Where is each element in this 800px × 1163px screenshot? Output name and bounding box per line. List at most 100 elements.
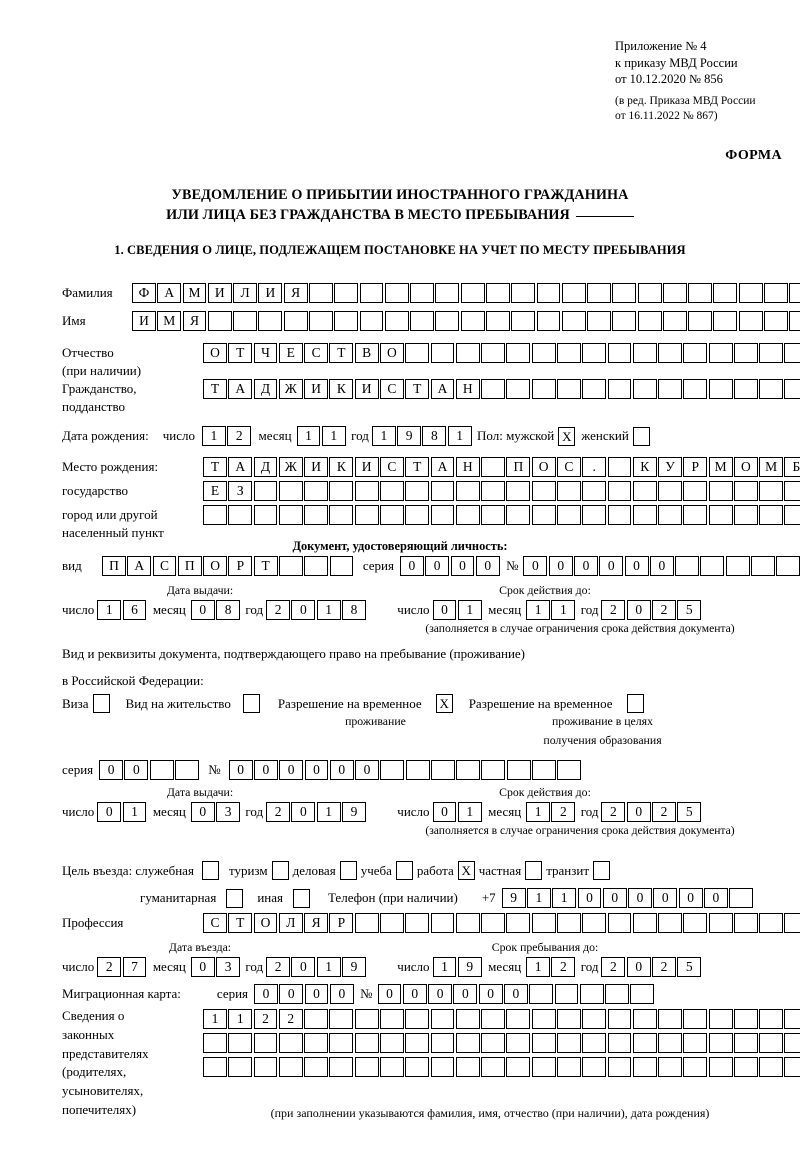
char-cell[interactable] (582, 343, 607, 363)
char-cell[interactable] (582, 1057, 607, 1077)
char-cell[interactable] (556, 913, 581, 933)
char-cell[interactable] (379, 1009, 404, 1029)
purpose-study-checkbox[interactable] (395, 861, 413, 880)
char-cell[interactable] (658, 481, 682, 501)
char-cell[interactable]: 0 (703, 888, 728, 908)
char-cell[interactable]: А (228, 457, 253, 477)
char-cell[interactable]: 0 (291, 957, 316, 977)
char-cell[interactable] (481, 1033, 505, 1053)
char-cell[interactable] (405, 481, 430, 501)
char-cell[interactable] (784, 1009, 800, 1029)
char-cell[interactable] (334, 311, 359, 331)
char-cell[interactable] (511, 311, 536, 331)
char-cell[interactable] (354, 481, 379, 501)
char-cell[interactable]: 1 (321, 426, 346, 446)
char-cell[interactable] (582, 379, 607, 399)
char-cell[interactable] (784, 1057, 800, 1077)
char-cell[interactable] (283, 311, 308, 331)
char-cell[interactable]: О (203, 343, 227, 363)
char-cell[interactable] (556, 505, 581, 525)
char-cell[interactable] (379, 1033, 404, 1053)
char-cell[interactable] (531, 343, 556, 363)
purpose-other-checkbox[interactable] (292, 888, 310, 908)
char-cell[interactable] (405, 343, 430, 363)
char-cell[interactable] (203, 1057, 227, 1077)
char-cell[interactable] (278, 1033, 303, 1053)
char-cell[interactable] (405, 1057, 430, 1077)
char-cell[interactable]: 0 (428, 984, 453, 1004)
char-cell[interactable] (561, 311, 586, 331)
char-cell[interactable] (688, 283, 713, 303)
purpose-business-checkbox[interactable] (339, 861, 357, 880)
char-cell[interactable] (481, 760, 506, 780)
char-cell[interactable] (207, 311, 232, 331)
char-cell[interactable]: 1 (122, 802, 147, 822)
temp-residence-checkbox[interactable]: X (435, 694, 453, 713)
char-cell[interactable] (759, 1057, 784, 1077)
char-cell[interactable]: Л (233, 283, 258, 303)
char-cell[interactable]: С (556, 457, 581, 477)
char-cell[interactable]: 0 (478, 984, 503, 1004)
char-cell[interactable] (379, 913, 404, 933)
char-cell[interactable] (632, 1057, 657, 1077)
char-cell[interactable]: Е (278, 343, 303, 363)
char-cell[interactable]: У (658, 457, 682, 477)
char-cell[interactable]: 2 (652, 957, 676, 977)
char-cell[interactable]: Ж (278, 457, 303, 477)
char-cell[interactable] (658, 913, 682, 933)
char-cell[interactable] (308, 311, 333, 331)
char-cell[interactable]: 0 (228, 760, 253, 780)
char-cell[interactable] (531, 1009, 556, 1029)
char-cell[interactable] (764, 283, 788, 303)
char-cell[interactable] (556, 343, 581, 363)
char-cell[interactable] (455, 481, 480, 501)
char-cell[interactable]: А (430, 457, 455, 477)
char-cell[interactable]: 1 (97, 600, 122, 620)
char-cell[interactable] (683, 1033, 708, 1053)
char-cell[interactable] (278, 1057, 303, 1077)
char-cell[interactable]: М (708, 457, 733, 477)
purpose-work-checkbox[interactable]: X (457, 861, 475, 880)
char-cell[interactable]: С (304, 343, 329, 363)
char-cell[interactable] (481, 457, 505, 477)
char-cell[interactable] (531, 379, 556, 399)
char-cell[interactable] (435, 283, 460, 303)
char-cell[interactable] (384, 283, 409, 303)
char-cell[interactable] (733, 1057, 758, 1077)
purpose-private-checkbox[interactable] (525, 861, 543, 880)
char-cell[interactable]: 0 (678, 888, 703, 908)
char-cell[interactable] (506, 343, 531, 363)
char-cell[interactable] (556, 379, 581, 399)
char-cell[interactable] (789, 283, 800, 303)
char-cell[interactable]: 0 (355, 760, 379, 780)
char-cell[interactable] (713, 311, 738, 331)
char-cell[interactable]: О (733, 457, 758, 477)
char-cell[interactable] (764, 311, 788, 331)
char-cell[interactable] (632, 505, 657, 525)
char-cell[interactable] (228, 1033, 253, 1053)
char-cell[interactable] (253, 505, 278, 525)
char-cell[interactable]: Я (304, 913, 329, 933)
char-cell[interactable]: 1 (526, 957, 551, 977)
char-cell[interactable] (607, 481, 632, 501)
char-cell[interactable] (531, 913, 556, 933)
char-cell[interactable]: 0 (279, 760, 304, 780)
char-cell[interactable] (380, 760, 405, 780)
char-cell[interactable]: 1 (316, 957, 341, 977)
char-cell[interactable]: 0 (548, 556, 573, 576)
char-cell[interactable]: 0 (304, 760, 329, 780)
char-cell[interactable]: 0 (574, 556, 598, 576)
char-cell[interactable] (776, 556, 800, 576)
char-cell[interactable] (405, 1033, 430, 1053)
char-cell[interactable]: 1 (296, 426, 321, 446)
